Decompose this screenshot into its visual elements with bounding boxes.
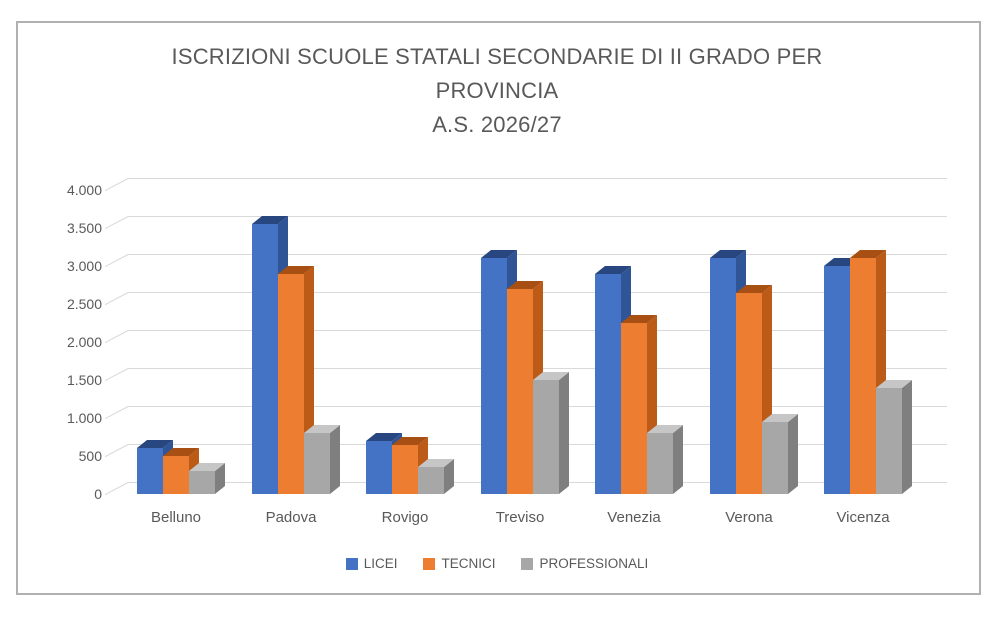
y-axis-tick-label-2500: 2.500 <box>66 296 102 312</box>
x-axis-label-verona: Verona <box>725 509 773 526</box>
x-axis-label-vicenza: Vicenza <box>836 509 890 526</box>
x-axis-label-rovigo: Rovigo <box>381 509 429 526</box>
bar-tecnici-treviso-front <box>507 289 533 494</box>
bar-tecnici-belluno-front <box>163 456 189 494</box>
chart-title-line-1: ISCRIZIONI SCUOLE STATALI SECONDARIE DI … <box>171 44 823 69</box>
legend-label-tecnici: TECNICI <box>441 556 496 571</box>
gridline-lead-3000 <box>104 254 129 268</box>
y-axis-tick-label-500: 500 <box>78 448 102 464</box>
bar-professionali-verona-side <box>788 413 798 494</box>
bar-licei-rovigo-front <box>366 441 392 494</box>
legend-label-licei: LICEI <box>363 556 398 571</box>
bar-professionali-belluno-front <box>189 471 215 494</box>
x-axis-label-belluno: Belluno <box>150 509 202 526</box>
legend-item-tecnici: TECNICI <box>423 556 495 571</box>
bar-professionali-venezia-side <box>673 424 683 494</box>
bar-professionali-padova-front <box>304 433 330 494</box>
bar-professionali-padova-side <box>330 424 340 494</box>
y-axis-tick-label-1500: 1.500 <box>66 372 102 388</box>
legend-item-professionali: PROFESSIONALI <box>521 556 648 571</box>
gridline-4000 <box>128 178 947 179</box>
legend-swatch-tecnici <box>423 557 436 570</box>
gridline-3500 <box>128 216 947 217</box>
bar-tecnici-venezia-front <box>621 323 647 494</box>
bar-tecnici-verona-front <box>736 293 762 494</box>
bar-professionali-verona-front <box>762 422 788 494</box>
legend-label-professionali: PROFESSIONALI <box>539 556 649 571</box>
gridline-lead-2500 <box>104 292 129 306</box>
bar-licei-venezia-front <box>595 274 621 494</box>
legend-swatch-licei <box>345 557 358 570</box>
gridline-lead-4000 <box>104 178 129 192</box>
bar-professionali-venezia-front <box>647 433 673 494</box>
y-axis-tick-label-2000: 2.000 <box>66 334 102 350</box>
bar-licei-treviso-front <box>481 258 507 494</box>
bar-licei-verona-front <box>710 258 736 494</box>
bar-professionali-vicenza-front <box>876 388 902 494</box>
bar-professionali-treviso-side <box>559 371 569 494</box>
gridline-lead-2000 <box>104 330 129 344</box>
gridline-lead-3500 <box>104 216 129 230</box>
chart-title-line-2: PROVINCIA <box>435 78 559 103</box>
chart-title: ISCRIZIONI SCUOLE STATALI SECONDARIE DI … <box>0 40 994 142</box>
y-axis-tick-label-0: 0 <box>94 486 102 502</box>
x-axis-label-padova: Padova <box>265 509 317 526</box>
y-axis-tick-label-1000: 1.000 <box>66 410 102 426</box>
y-axis-tick-label-4000: 4.000 <box>66 182 102 198</box>
y-axis-tick-label-3500: 3.500 <box>66 220 102 236</box>
bar-licei-belluno-front <box>137 448 163 494</box>
bar-licei-padova-front <box>252 224 278 494</box>
x-axis-label-venezia: Venezia <box>607 509 661 526</box>
gridline-lead-0 <box>104 482 129 496</box>
bar-licei-vicenza-front <box>824 266 850 494</box>
x-axis-label-treviso: Treviso <box>495 509 545 526</box>
gridline-lead-1000 <box>104 406 129 420</box>
legend-swatch-professionali <box>521 557 534 570</box>
chart-title-line-3: A.S. 2026/27 <box>432 112 562 137</box>
legend-item-licei: LICEI <box>345 556 398 571</box>
bar-professionali-treviso-front <box>533 380 559 494</box>
bar-professionali-vicenza-side <box>902 379 912 494</box>
y-axis-tick-label-3000: 3.000 <box>66 258 102 274</box>
bar-tecnici-vicenza-front <box>850 258 876 494</box>
bar-professionali-rovigo-front <box>418 467 444 494</box>
gridline-3000 <box>128 254 947 255</box>
bar-tecnici-rovigo-front <box>392 445 418 494</box>
bar-tecnici-padova-front <box>278 274 304 494</box>
gridline-lead-1500 <box>104 368 129 382</box>
gridline-lead-500 <box>104 444 129 458</box>
legend: LICEI TECNICI PROFESSIONALI <box>0 556 994 571</box>
